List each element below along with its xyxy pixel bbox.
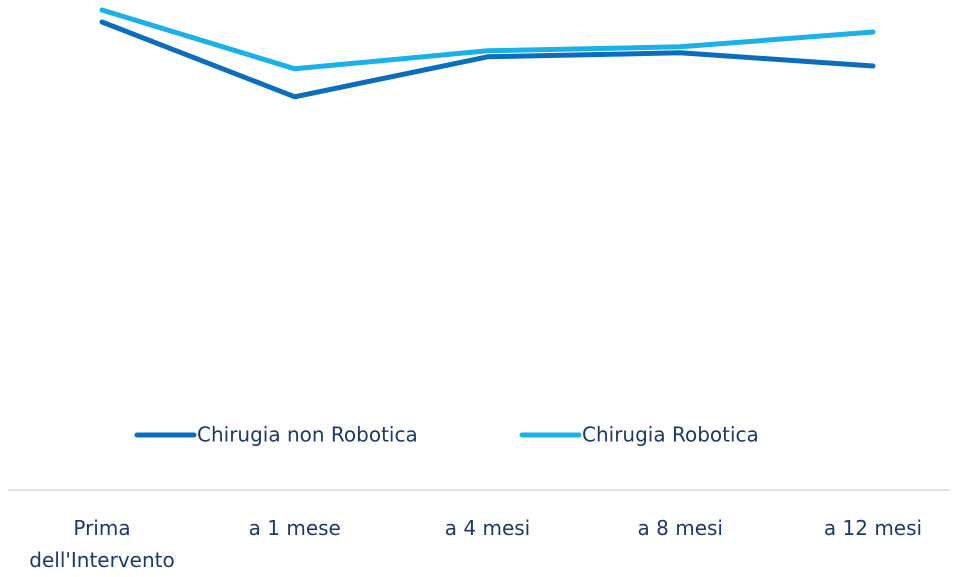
line-series [99, 7, 876, 72]
legend-label: Chirugia Robotica [582, 423, 759, 447]
x-tick-label: a 4 mesi [444, 516, 531, 540]
x-tick-label: a 12 mesi [823, 516, 923, 540]
legend-label: Chirugia non Robotica [197, 423, 418, 447]
x-tick-label: Prima dell'Intervento [29, 516, 175, 572]
x-tick-label: a 1 mese [248, 516, 341, 540]
line-series [99, 19, 876, 100]
x-tick-label: a 8 mesi [637, 516, 723, 540]
